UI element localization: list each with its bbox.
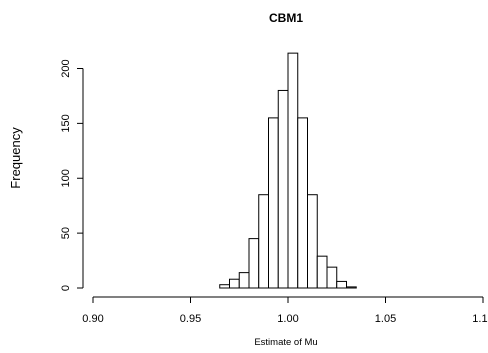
histogram-bar-7 xyxy=(287,52,299,289)
histogram-bars xyxy=(219,52,357,289)
x-tick-label: 0.90 xyxy=(82,313,103,325)
x-axis-label: Estimate of Mu xyxy=(254,337,317,348)
y-tick-label: 200 xyxy=(60,59,72,77)
histogram-bar-6 xyxy=(277,89,289,289)
histogram-bar-0 xyxy=(219,284,230,289)
y-tick-label: 0 xyxy=(60,285,72,291)
y-axis: 0 50 100 150 200 xyxy=(60,59,84,291)
x-axis: 0.90 0.95 1.00 1.05 1.10 xyxy=(82,296,488,325)
histogram-bar-8 xyxy=(297,117,308,289)
y-tick-label: 50 xyxy=(60,227,72,239)
histogram-bar-11 xyxy=(326,266,338,289)
histogram-bar-4 xyxy=(258,194,269,289)
y-tick-label: 100 xyxy=(60,169,72,187)
y-tick-label: 150 xyxy=(60,114,72,132)
y-axis-label: Frequency xyxy=(8,127,23,189)
histogram-bar-9 xyxy=(307,194,318,289)
histogram-bar-3 xyxy=(248,238,260,289)
x-tick-label: 1.00 xyxy=(277,313,298,325)
chart-title: CBM1 xyxy=(269,11,303,25)
histogram-bar-5 xyxy=(268,117,279,289)
histogram-bar-1 xyxy=(229,278,240,289)
histogram-bar-12 xyxy=(336,280,347,289)
histogram-bar-2 xyxy=(238,272,250,289)
x-tick-label: 0.95 xyxy=(180,313,201,325)
x-tick-label: 1.05 xyxy=(375,313,396,325)
x-tick-label: 1.10 xyxy=(472,313,488,325)
histogram-bar-13 xyxy=(346,286,357,289)
histogram-bar-10 xyxy=(316,255,328,289)
